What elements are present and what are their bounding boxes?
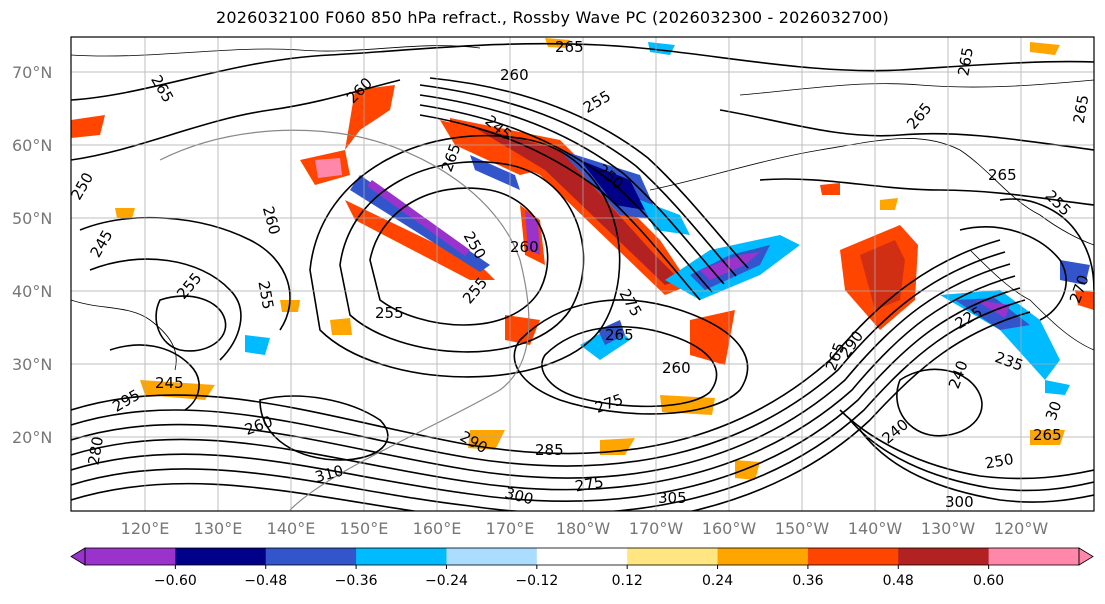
colorbar-tick-label: −0.12: [515, 573, 558, 589]
colorbar-frame: [84, 547, 1080, 566]
contour-label: 265: [1070, 93, 1093, 124]
colorbar-segment: [898, 548, 990, 565]
colorbar-tick-label: 0.12: [612, 573, 643, 589]
lon-label: 160°E: [413, 519, 462, 538]
contour-label: 260: [662, 359, 691, 377]
lon-label: 160°W: [702, 519, 757, 538]
colorbar: −0.60 −0.48 −0.36 −0.24 −0.12 0.12 0.24 0.36 0.4…: [70, 547, 1094, 589]
lon-label: 170°E: [486, 519, 535, 538]
colorbar-tick-label: −0.24: [425, 573, 468, 589]
lon-label: 150°E: [340, 519, 389, 538]
colorbar-extend-high: [1078, 547, 1094, 566]
lon-label: 150°W: [775, 519, 830, 538]
lat-label: 70°N: [12, 63, 52, 82]
contour-label: 30: [1042, 399, 1065, 423]
colorbar-segment: [717, 548, 809, 565]
lon-label: 170°W: [629, 519, 684, 538]
contour-label: 275: [574, 473, 605, 496]
contour-label: 305: [658, 489, 687, 507]
coastlines: [71, 45, 1094, 371]
colorbar-segment: [446, 548, 538, 565]
lat-label: 30°N: [12, 355, 52, 374]
colorbar-segment: [85, 548, 176, 565]
colorbar-segment: [356, 548, 447, 565]
colorbar-segment: [988, 548, 1080, 565]
colorbar-segment: [175, 548, 267, 565]
lon-label: 130°E: [194, 519, 243, 538]
lon-label: 130°W: [921, 519, 976, 538]
chart-title: 2026032100 F060 850 hPa refract., Rossby…: [215, 8, 889, 27]
contour-label: 255: [375, 304, 404, 322]
latitude-labels: 20°N 30°N 40°N 50°N 60°N 70°N: [12, 63, 52, 447]
contour-label: 265: [1033, 426, 1062, 444]
colorbar-segment: [807, 548, 899, 565]
colorbar-tick-label: 0.24: [702, 573, 733, 589]
colorbar-tick-label: −0.36: [335, 573, 378, 589]
contour-label: 280: [84, 435, 107, 466]
lon-label: 140°W: [848, 519, 903, 538]
contour-label: 250: [984, 450, 1015, 473]
contour-label: 265: [605, 326, 634, 344]
lat-label: 50°N: [12, 209, 52, 228]
lon-label: 120°W: [994, 519, 1049, 538]
lon-label: 180°W: [556, 519, 611, 538]
contour-label: 260: [500, 66, 529, 84]
plot-frame: [70, 36, 1095, 512]
contour-label: 265: [988, 166, 1017, 184]
great-circle: [159, 129, 530, 511]
lon-label: 120°E: [121, 519, 170, 538]
lat-label: 60°N: [12, 136, 52, 155]
colorbar-segment: [265, 548, 357, 565]
colorbar-extend-low: [70, 547, 86, 566]
contour-label: 255: [254, 279, 277, 310]
colorbar-tick-label: −0.60: [154, 573, 197, 589]
contour-label: 300: [945, 493, 974, 511]
colorbar-tick-label: −0.48: [244, 573, 287, 589]
colorbar-tick-label: 0.60: [973, 573, 1004, 589]
contour-label: 265: [954, 46, 977, 77]
contour-label: 285: [535, 441, 564, 459]
gridlines: [71, 37, 1094, 511]
colorbar-tick-label: 0.36: [792, 573, 823, 589]
contour-label: 265: [555, 38, 584, 56]
lat-label: 40°N: [12, 282, 52, 301]
colorbar-segment: [536, 548, 628, 565]
lat-label: 20°N: [12, 428, 52, 447]
lon-label: 140°E: [267, 519, 316, 538]
contour-lines: [71, 42, 1094, 511]
contour-label: 260: [510, 238, 539, 256]
colorbar-segment: [627, 548, 719, 565]
colorbar-tick-label: 0.48: [883, 573, 914, 589]
contour-label: 245: [155, 374, 184, 392]
longitude-labels: 120°E 130°E 140°E 150°E 160°E 170°E 180°…: [121, 519, 1049, 538]
